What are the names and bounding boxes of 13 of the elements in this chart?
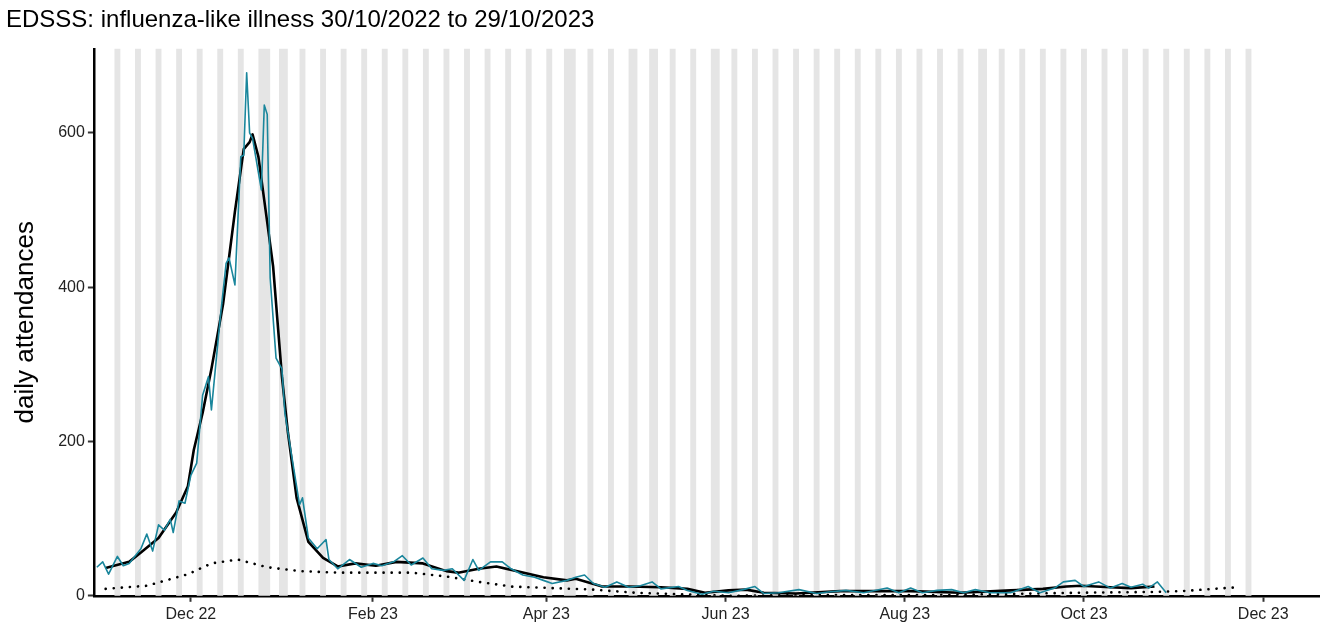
x-tick-label: Apr 23 (522, 604, 570, 622)
x-tick-label: Jun 23 (701, 604, 750, 622)
y-tick-label: 200 (58, 431, 85, 449)
y-tick-label: 0 (75, 586, 85, 604)
x-tick-label: Aug 23 (879, 604, 931, 622)
y-axis-title: daily attendances (8, 221, 39, 424)
x-tick-label: Oct 23 (1060, 604, 1108, 622)
y-tick-label: 400 (58, 277, 85, 295)
y-tick-label: 600 (58, 123, 85, 141)
x-tick-label: Dec 23 (1237, 604, 1289, 622)
x-tick-label: Dec 22 (165, 604, 217, 622)
chart-title: EDSSS: influenza-like illness 30/10/2022 to 29/10/2023 (6, 5, 595, 33)
x-tick-label: Feb 23 (348, 604, 398, 622)
